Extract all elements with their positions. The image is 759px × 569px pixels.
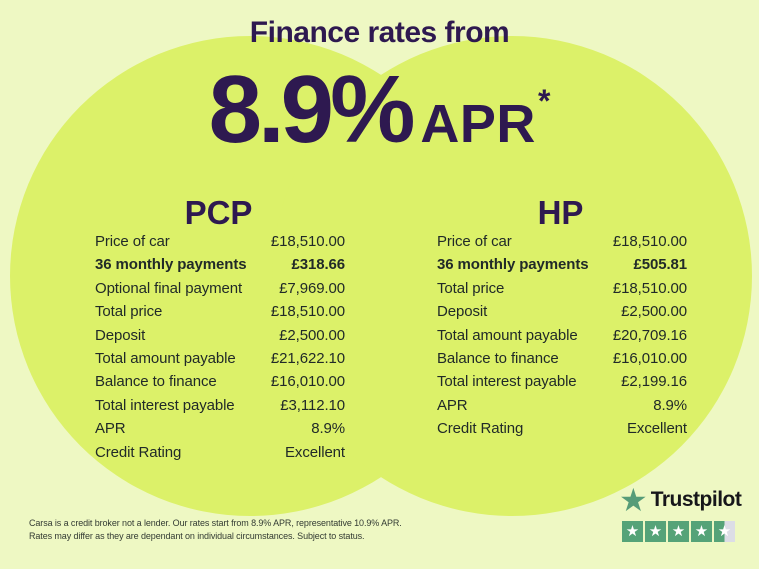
row-value: £7,969.00	[279, 279, 345, 297]
row-value: 8.9%	[653, 396, 687, 414]
row-value: £2,500.00	[621, 303, 687, 321]
table-row: Price of car £18,510.00	[437, 233, 687, 256]
table-row: Optional final payment £7,969.00	[95, 280, 345, 303]
table-row: Deposit £2,500.00	[95, 327, 345, 350]
row-label: Balance to finance	[95, 373, 217, 391]
row-value: £16,010.00	[612, 349, 687, 367]
rating-star-box: ★	[691, 521, 712, 542]
row-label: Total amount payable	[437, 326, 578, 344]
rate-value: 8.9%	[208, 56, 416, 163]
rate-asterisk: *	[537, 83, 551, 119]
rating-star-box: ★	[622, 521, 643, 542]
trustpilot-wordmark: Trustpilot	[650, 488, 742, 511]
table-row: 36 monthly payments £505.81	[437, 256, 687, 279]
row-label: Credit Rating	[437, 420, 524, 438]
trustpilot-star-icon: ★	[619, 482, 648, 518]
rate-unit: APR	[420, 94, 536, 154]
row-label: APR	[95, 420, 126, 438]
rating-star-box: ★	[668, 521, 689, 542]
row-label: 36 monthly payments	[95, 256, 247, 274]
star-icon: ★	[625, 523, 640, 540]
rating-star-box: ★	[645, 521, 666, 542]
row-label: Balance to finance	[437, 349, 559, 367]
table-row: Total interest payable £3,112.10	[95, 397, 345, 420]
table-row: Total interest payable £2,199.16	[437, 373, 687, 396]
table-row: 36 monthly payments £318.66	[95, 256, 345, 279]
row-label: Total amount payable	[95, 349, 236, 367]
row-value: £318.66	[291, 256, 345, 274]
table-row: Price of car £18,510.00	[95, 233, 345, 256]
row-value: £18,510.00	[270, 303, 345, 321]
row-label: Optional final payment	[95, 279, 243, 297]
disclaimer-line-1: Carsa is a credit broker not a lender. O…	[29, 518, 402, 528]
disclaimer-line-2: Rates may differ as they are dependant o…	[29, 531, 365, 541]
row-label: Total interest payable	[95, 396, 235, 414]
table-row: Balance to finance £16,010.00	[95, 373, 345, 396]
rating-star-box: ★	[714, 521, 735, 542]
row-value: £18,510.00	[612, 233, 687, 250]
row-label: Deposit	[437, 303, 488, 321]
row-label: Total interest payable	[437, 373, 577, 391]
row-value: £18,510.00	[612, 279, 687, 297]
row-value: £2,500.00	[279, 326, 345, 344]
table-row: Balance to finance £16,010.00	[437, 350, 687, 373]
trustpilot-logo: ★ Trustpilot	[619, 482, 742, 518]
row-label: Deposit	[95, 326, 146, 344]
table-row: Deposit £2,500.00	[437, 303, 687, 326]
row-label: 36 monthly payments	[437, 256, 589, 274]
right-green-circle	[272, 36, 752, 516]
row-value: £18,510.00	[270, 233, 345, 250]
row-value: Excellent	[285, 443, 345, 461]
row-label: Price of car	[95, 233, 170, 250]
page-title: Finance rates from	[249, 16, 510, 49]
row-label: Total price	[95, 303, 163, 321]
disclaimer: Carsa is a credit broker not a lender. O…	[29, 517, 459, 543]
table-row: Total price £18,510.00	[437, 280, 687, 303]
star-icon: ★	[717, 523, 732, 540]
row-label: Credit Rating	[95, 443, 182, 461]
headline-rate: 8.9% APR *	[0, 62, 759, 158]
pcp-table: Price of car £18,510.00 36 monthly payment…	[95, 233, 345, 467]
row-label: APR	[437, 396, 468, 414]
table-row: Total price £18,510.00	[95, 303, 345, 326]
hp-table: Price of car £18,510.00 36 monthly payment…	[437, 233, 687, 444]
row-value: £16,010.00	[270, 373, 345, 391]
row-value: £505.81	[633, 256, 687, 274]
table-row: Credit Rating Excellent	[437, 420, 687, 443]
table-row: Total amount payable £21,622.10	[95, 350, 345, 373]
star-icon: ★	[648, 523, 663, 540]
row-value: £2,199.16	[621, 373, 687, 391]
row-value: Excellent	[627, 420, 687, 438]
row-label: Price of car	[437, 233, 512, 250]
trustpilot-rating-stars: ★ ★ ★ ★ ★	[622, 521, 735, 542]
row-label: Total price	[437, 279, 505, 297]
row-value: £20,709.16	[612, 326, 687, 344]
table-row: Credit Rating Excellent	[95, 444, 345, 467]
table-row: Total amount payable £20,709.16	[437, 327, 687, 350]
table-row: APR 8.9%	[95, 420, 345, 443]
star-icon: ★	[694, 523, 709, 540]
pcp-title: PCP	[184, 194, 253, 231]
star-icon: ★	[671, 523, 686, 540]
table-row: APR 8.9%	[437, 397, 687, 420]
row-value: £21,622.10	[270, 349, 345, 367]
row-value: 8.9%	[311, 420, 345, 438]
row-value: £3,112.10	[280, 396, 345, 414]
hp-title: HP	[537, 194, 584, 231]
